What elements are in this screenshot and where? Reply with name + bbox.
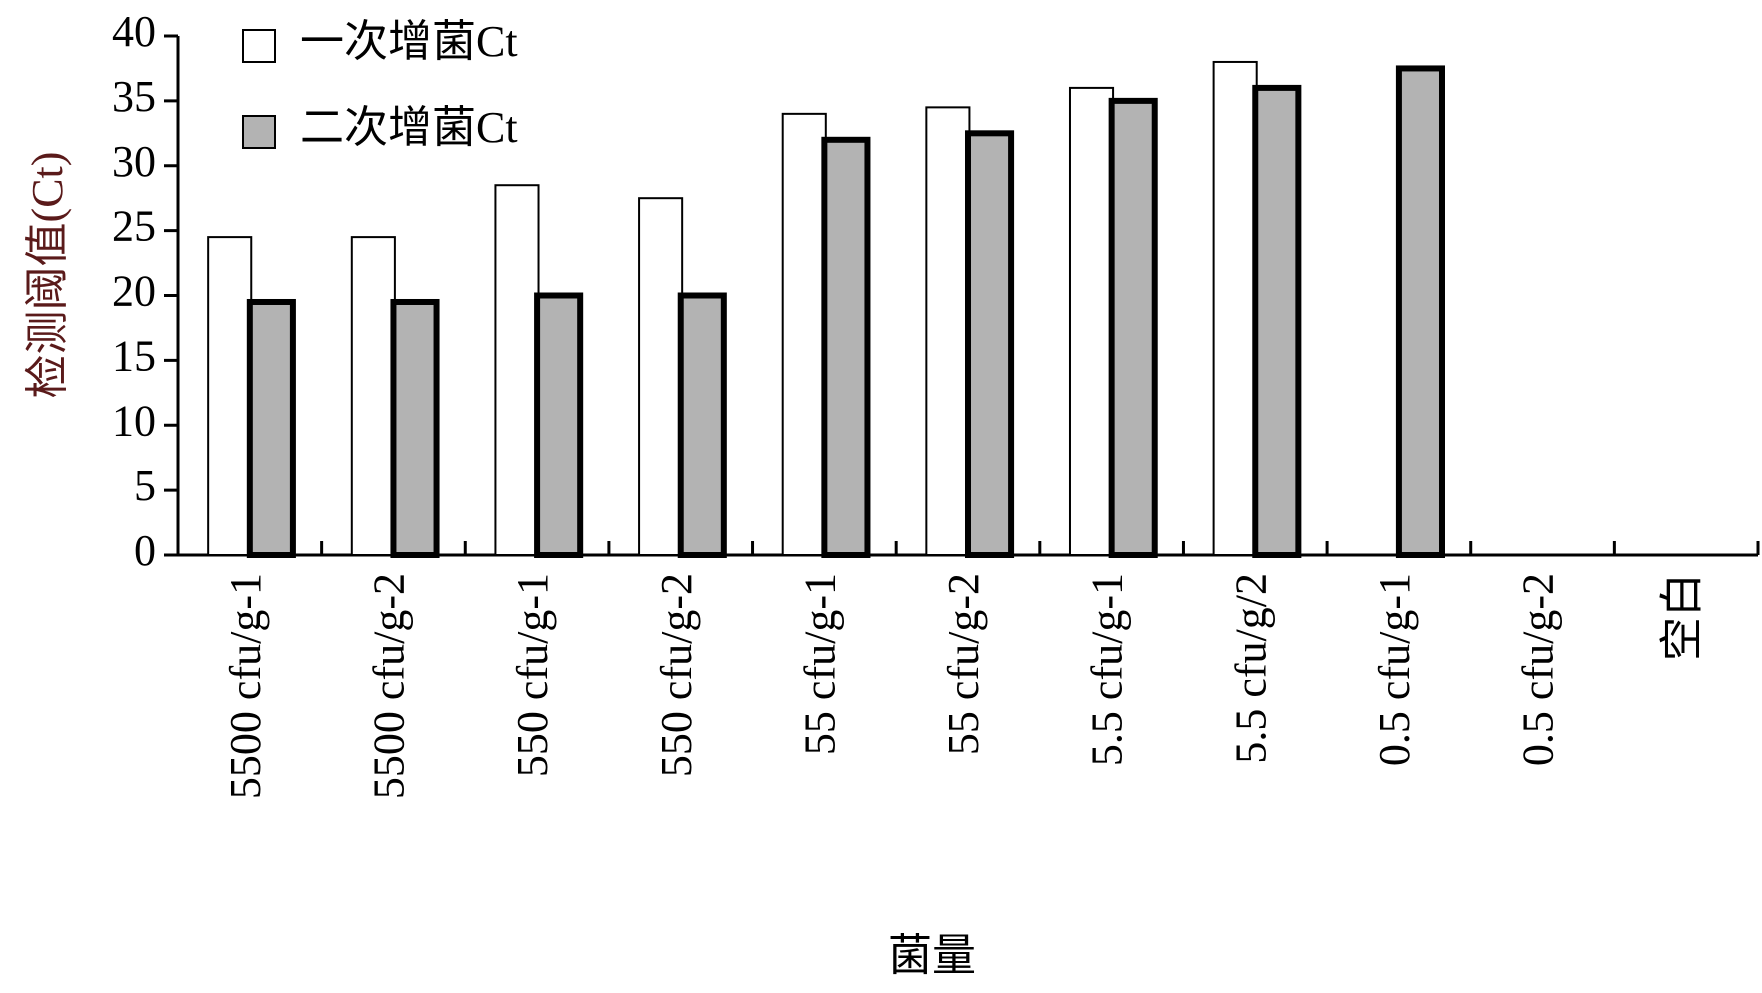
x-tick-label: 55 cfu/g-1 [795, 573, 844, 755]
y-tick-label: 30 [112, 137, 156, 186]
y-tick-label: 20 [112, 267, 156, 316]
bar [638, 197, 684, 556]
y-tick-label: 10 [112, 396, 156, 445]
bar [207, 236, 253, 557]
y-tick-label: 15 [112, 331, 156, 380]
y-axis-label: 检测阈值(Ct) [23, 152, 72, 399]
x-tick-label: 5500 cfu/g-1 [221, 573, 270, 799]
bar [1212, 60, 1258, 556]
bar [965, 130, 1015, 558]
bar [534, 292, 584, 558]
x-tick-label: 5.5 cfu/g-1 [1083, 573, 1132, 766]
y-tick-label: 25 [112, 202, 156, 251]
legend-swatch [242, 29, 276, 63]
bar [677, 292, 727, 558]
bar [1108, 97, 1158, 558]
x-tick-label: 55 cfu/g-2 [939, 573, 988, 755]
bar [350, 236, 396, 557]
x-tick-label: 空白 [1657, 573, 1706, 661]
x-tick-label: 0.5 cfu/g-1 [1370, 573, 1419, 766]
bar [246, 298, 296, 558]
bar [494, 184, 540, 556]
bar [821, 136, 871, 559]
bar [781, 112, 827, 556]
x-tick-label: 550 cfu/g-1 [508, 573, 557, 777]
x-tick-label: 5500 cfu/g-2 [365, 573, 414, 799]
bar [1252, 84, 1302, 559]
x-tick-label: 5.5 cfu/g/2 [1226, 573, 1275, 764]
bar [1395, 65, 1445, 558]
bar [390, 298, 440, 558]
x-tick-label: 0.5 cfu/g-2 [1514, 573, 1563, 766]
legend-label: 一次增菌Ct [300, 17, 518, 66]
x-tick-label: 550 cfu/g-2 [652, 573, 701, 777]
y-tick-label: 0 [134, 526, 156, 575]
bar [925, 106, 971, 557]
y-tick-label: 40 [112, 7, 156, 56]
bar [1068, 86, 1115, 557]
x-axis-label: 菌量 [888, 931, 976, 980]
legend-label: 二次增菌Ct [300, 103, 518, 152]
y-tick-label: 35 [112, 72, 156, 121]
y-tick-label: 5 [134, 461, 156, 510]
legend-swatch [242, 115, 276, 149]
